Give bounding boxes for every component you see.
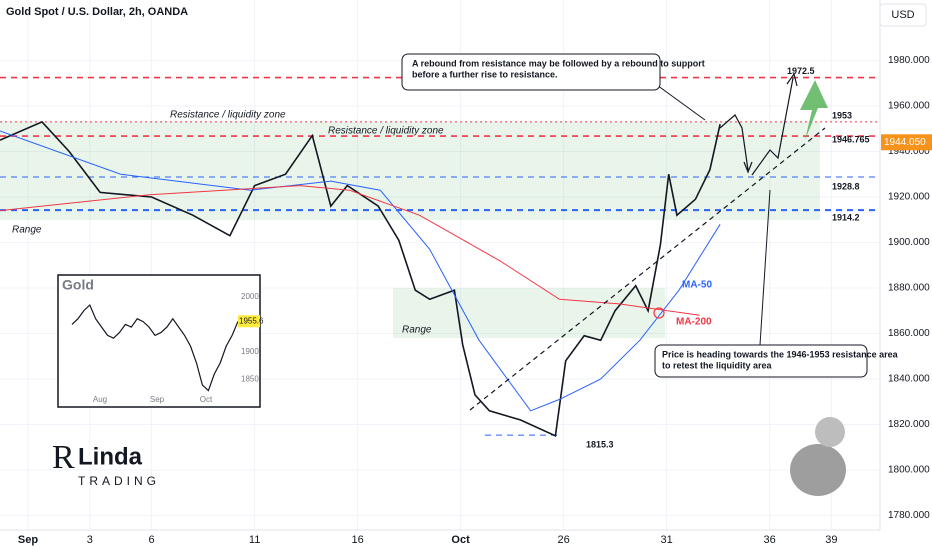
x-tick-label: 16: [351, 534, 363, 546]
cross-marker: [653, 307, 665, 319]
inset-y-tick: 1850: [241, 375, 259, 384]
y-tick-label: 1780.000: [888, 510, 930, 521]
inset-last-box: [238, 315, 260, 328]
y-tick-label: 1960.000: [888, 101, 930, 112]
currency: USD: [891, 9, 914, 21]
inset-last-label: 1955.6: [239, 316, 264, 325]
annotation-text: to retest the liquidity area: [662, 360, 773, 370]
x-tick-label: 36: [763, 534, 775, 546]
mascot: [790, 444, 846, 496]
y-tick-label: 1820.000: [888, 419, 930, 430]
level-label: 1953: [832, 110, 852, 120]
inset-x-tick: Aug: [93, 395, 107, 404]
x-tick-label: 6: [149, 534, 155, 546]
axes: 1780.000 1800.000 1820.000 1840.000 1860.000…: [12, 55, 932, 546]
x-tick-label: 3: [87, 534, 93, 546]
level-label: 1972.5: [787, 66, 815, 76]
logo-sub: TRADING: [78, 474, 160, 488]
y-axis-bg: [880, 0, 932, 550]
y-tick-label: 1800.000: [888, 465, 930, 476]
inset-x-tick: Sep: [150, 395, 165, 404]
series-label: MA-200: [676, 317, 712, 328]
zone-label: Resistance / liquidity zone: [170, 110, 286, 121]
x-tick-label: Sep: [18, 534, 38, 546]
y-tick-label: 1900.000: [888, 237, 930, 248]
annotation-box: [401, 53, 661, 91]
projection-path: [719, 72, 798, 176]
mascot-head: [815, 417, 845, 447]
chart-title: Gold Spot / U.S. Dollar, 2h, OANDA: [6, 6, 188, 18]
last-price-label: 1944.050: [884, 137, 926, 148]
inset-frame: [57, 274, 261, 408]
last-price-box: [881, 134, 932, 151]
y-tick-label: 1940.000: [888, 146, 930, 157]
inset-title: Gold: [62, 277, 94, 293]
range-zone: [393, 288, 665, 338]
level-label: 1815.3: [586, 440, 614, 450]
x-tick-label: 26: [557, 534, 569, 546]
price-line: [0, 120, 721, 437]
x-tick-label: 39: [825, 534, 837, 546]
annotation-text: Price is heading towards the 1946-1953 r…: [662, 349, 899, 359]
y-tick-label: 1880.000: [888, 283, 930, 294]
inset: Gold 1850 1900 2000 Aug Sep Oct 1955.6: [62, 277, 264, 404]
level-label: 1914.2: [832, 213, 860, 223]
y-tick-label: 1840.000: [888, 374, 930, 385]
inset-x-tick: Oct: [200, 395, 213, 404]
x-tick-label: 11: [249, 534, 260, 546]
callout-pointer: [759, 189, 771, 346]
level-label: 1946.765: [832, 134, 870, 144]
inset-y-tick: 2000: [241, 292, 259, 301]
annotation-text: before a further rise to resistance.: [412, 69, 558, 79]
inset-y-tick: 1900: [241, 347, 259, 356]
ma-line: [0, 130, 721, 412]
inset-line: [71, 303, 239, 392]
y-tick-label: 1980.000: [888, 55, 930, 66]
x-tick-label: Oct: [451, 534, 470, 546]
y-tick-label: 1920.000: [888, 192, 930, 203]
zone-label: Range: [402, 325, 432, 336]
logo-mark: R: [52, 439, 75, 476]
y-tick-label: 1860.000: [888, 328, 930, 339]
annotation-box: [654, 344, 868, 378]
trend-line: [469, 127, 826, 411]
zone-label: Resistance / liquidity zone: [328, 126, 444, 137]
resistance-zone: [0, 122, 820, 220]
projection-arrow: [800, 80, 828, 140]
annotation-text: A rebound from resistance may be followe…: [412, 58, 705, 68]
currency-box[interactable]: [879, 3, 927, 27]
ma-line: [0, 185, 700, 316]
zone-label: Range: [12, 225, 42, 236]
x-tick-label: 31: [660, 534, 672, 546]
series-label: MA-50: [682, 280, 712, 291]
level-label: 1928.8: [832, 181, 860, 191]
logo-name: Linda: [78, 443, 143, 470]
